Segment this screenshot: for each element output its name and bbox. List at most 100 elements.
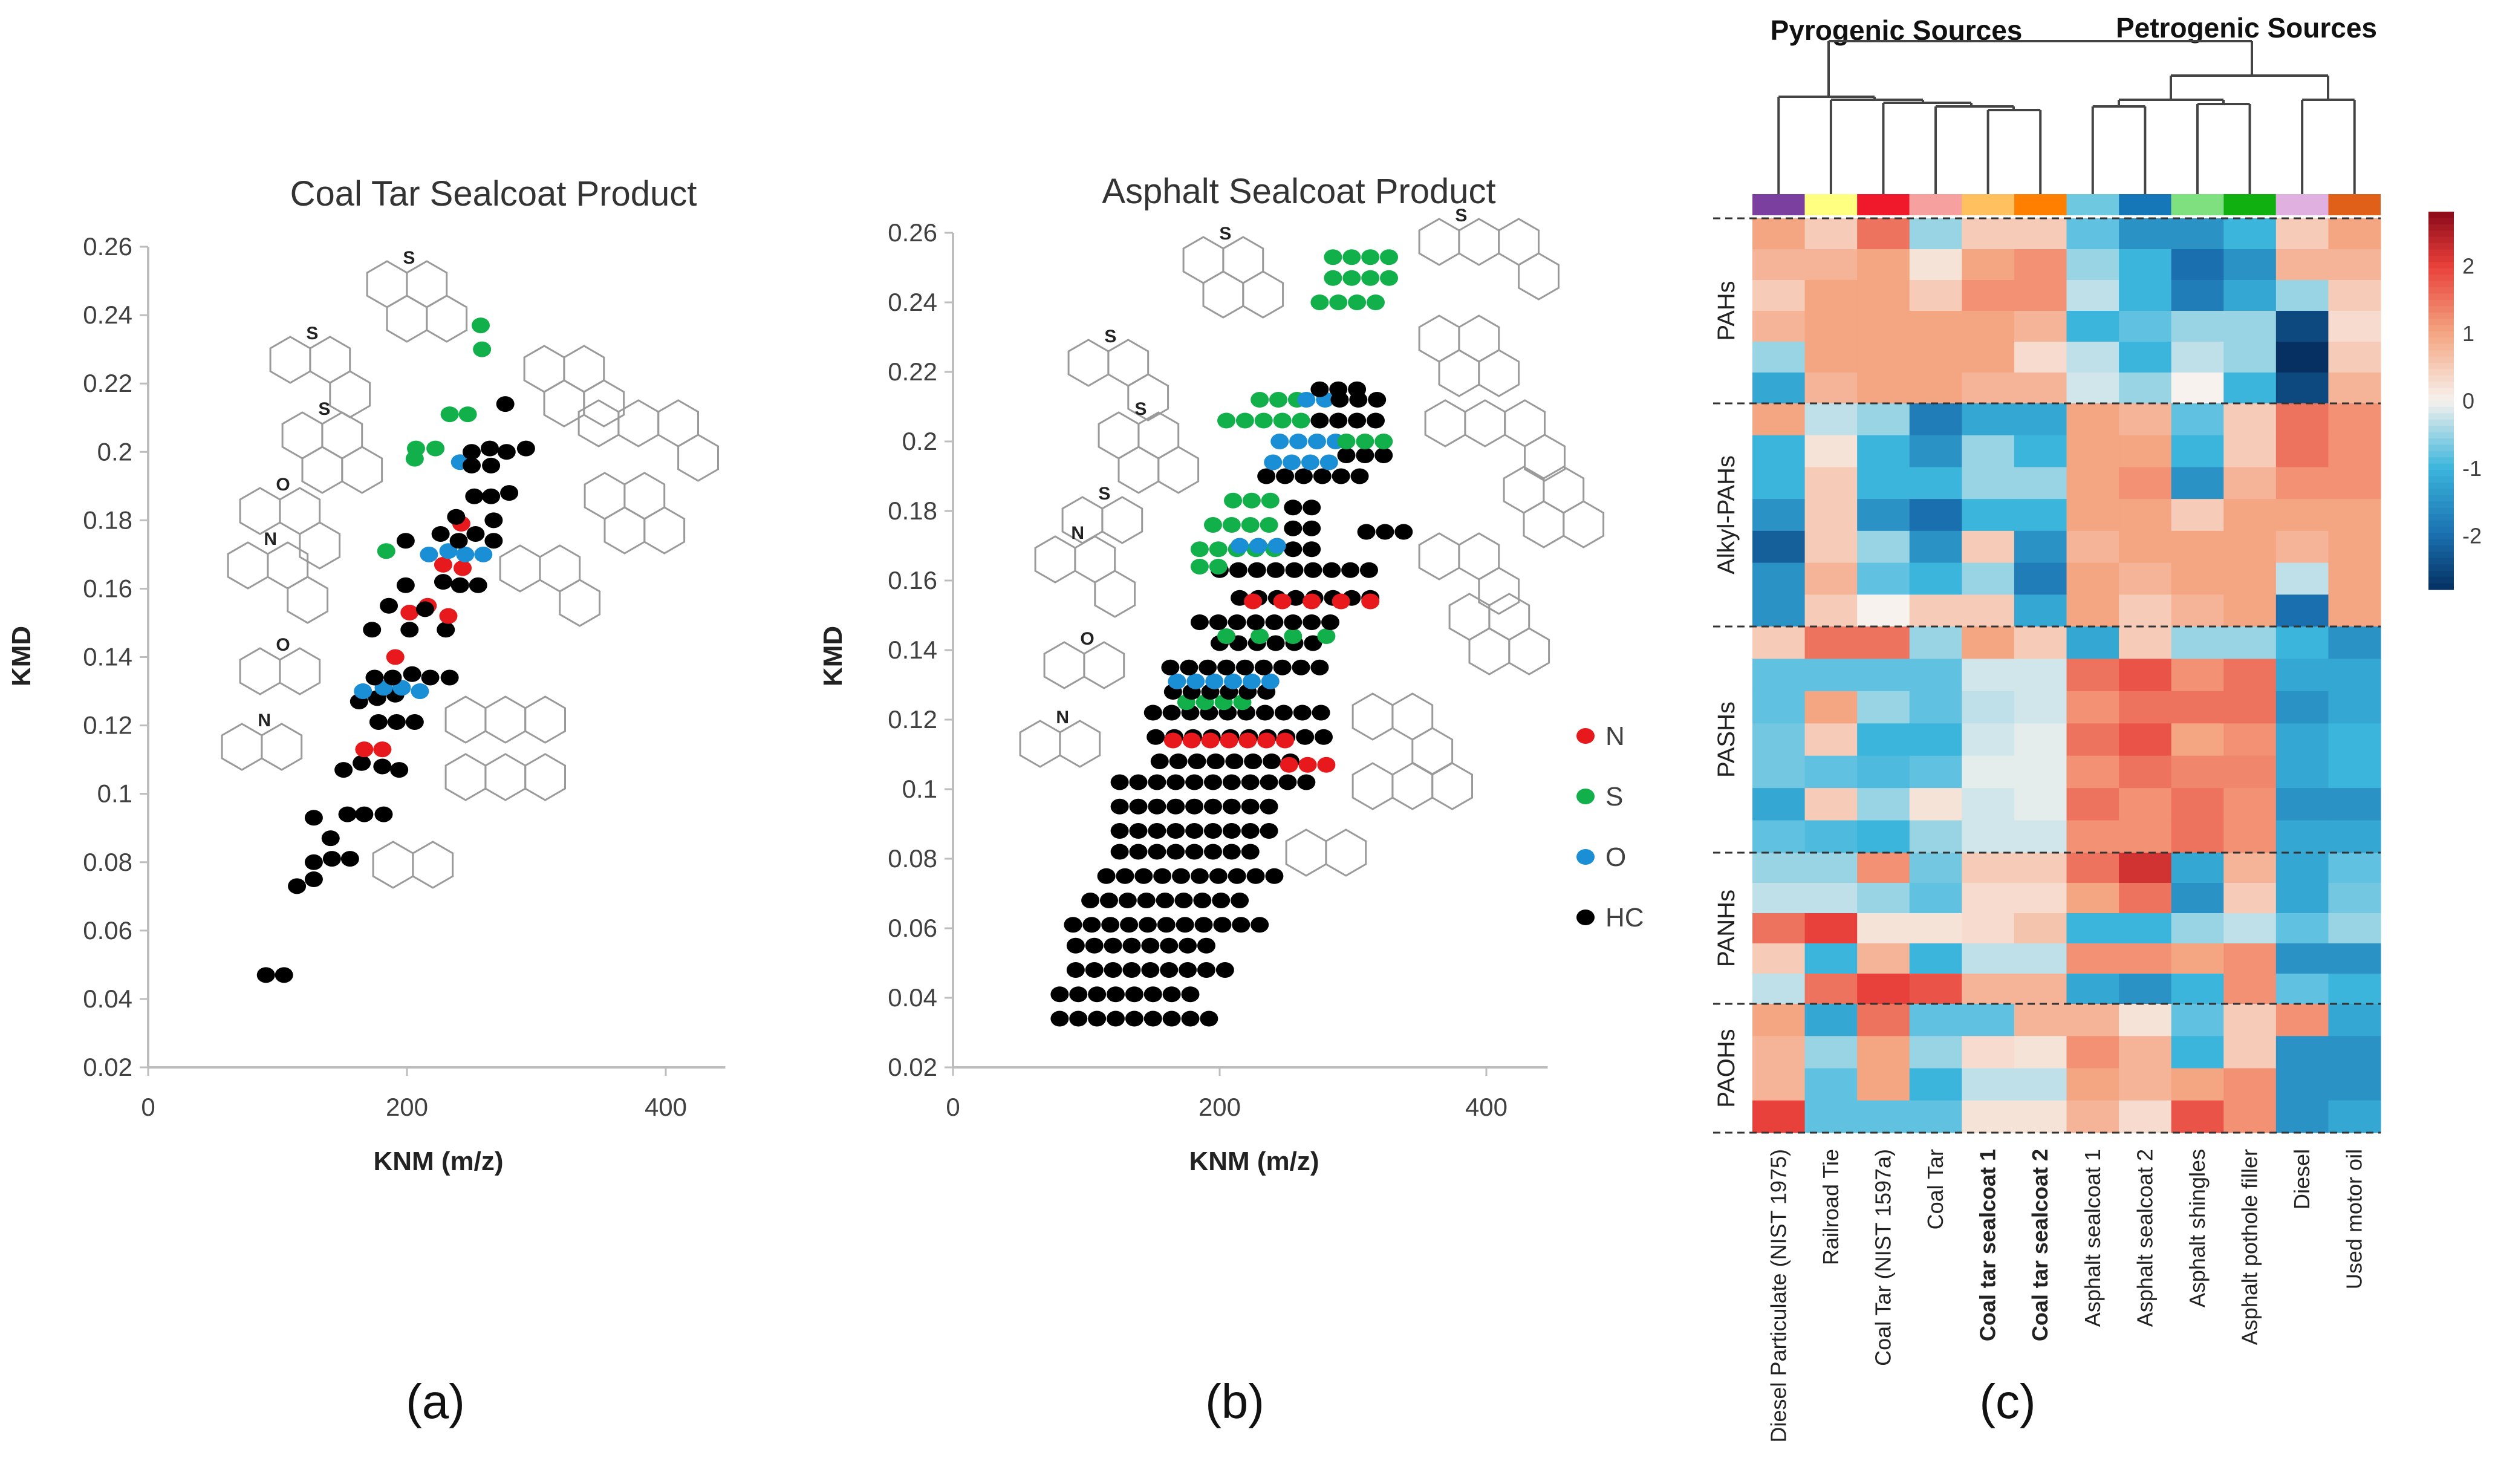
heatmap-cell [2223,530,2277,564]
heatmap-cell [1804,562,1858,595]
data-point-hc [1276,468,1295,484]
heatmap-cell [2014,691,2067,724]
molecule-ring [1543,466,1585,514]
data-point-hc [403,666,421,682]
data-point-hc [321,830,340,847]
molecule-structure [444,753,566,801]
heatmap-cell [2275,249,2329,281]
chart-title: Asphalt Sealcoat Product [1102,172,1495,211]
data-point-n [1220,732,1238,749]
data-point-hc [1266,635,1285,651]
data-point-hc [1341,562,1360,578]
y-tick-label: 0.18 [83,506,132,534]
heatmap-cell [2171,218,2224,250]
heatmap-cell [2275,530,2329,564]
molecule-ring [386,295,428,343]
data-point-hc [1190,614,1209,630]
data-point-s [471,317,490,334]
x-tick-label: 0 [946,1093,960,1121]
colorbar-tick-label: 0 [2462,389,2474,414]
heatmap-cell [2014,530,2067,564]
data-point-hc [469,577,487,593]
colorbar-segment [2428,299,2454,307]
colorbar-segment [2428,514,2454,521]
heatmap-cell [1752,467,1806,500]
heatmap-cell [2171,691,2224,724]
data-point-hc [387,714,406,730]
legend-label-o: O [1605,842,1626,872]
data-point-hc [1110,774,1129,790]
y-tick-label: 0.22 [83,369,132,397]
data-point-hc [1348,412,1367,429]
heatmap-cell [1962,659,2015,692]
data-point-hc [1064,917,1082,933]
heatmap-cell [2014,280,2067,311]
data-point-hc [1161,659,1180,675]
data-point-hc [390,762,409,778]
heatmap-cell [1752,311,1806,342]
heatmap-cell [1909,1004,1962,1037]
heatmap-cell [2171,1036,2224,1069]
data-point-hc [1097,868,1116,884]
heatmap-cell [2119,1100,2172,1133]
data-point-hc [1304,562,1322,578]
data-point-n [400,605,419,621]
heatmap-cell [1857,974,1910,1004]
heteroatom-label: S [403,248,415,268]
molecule-structure: S [1098,399,1200,494]
heatmap-cell [1909,499,1962,532]
molecule-ring [1478,349,1520,397]
y-tick-label: 0.06 [888,914,937,942]
data-point-n [1163,732,1182,749]
y-tick-label: 0.14 [888,636,937,664]
molecule-ring [1418,314,1460,363]
data-point-s [1310,295,1329,310]
row-group-label: PANHs [1713,890,1740,967]
heatmap-cell [1962,974,2015,1004]
data-point-hc [1209,614,1228,630]
heatmap-cell [2223,659,2277,692]
heatmap-cell [2328,342,2381,373]
data-point-hc [304,854,323,870]
heatmap-cell [2223,1004,2277,1037]
colorbar-segment [2428,343,2454,351]
y-tick-label: 0.24 [888,288,937,316]
heatmap-cell [2328,562,2381,595]
y-tick-label: 0.18 [888,496,937,525]
heatmap-cell [1962,373,2015,404]
molecule-ring [484,695,527,744]
heatmap-cell [1804,913,1858,944]
data-point-hc [1125,986,1143,1003]
heatmap-cell [2223,311,2277,342]
colorbar-segment [2428,577,2454,584]
heatmap-cell [1909,659,1962,692]
row-group-label: PAOHs [1713,1029,1740,1107]
heatmap-cell [2223,943,2277,974]
heatmap-cell [2066,1036,2119,1069]
heatmap-cell [1752,755,1806,789]
molecule-ring [1019,720,1061,768]
heatmap-cell [2014,1004,2067,1037]
heatmap-cell [2014,974,2067,1004]
data-point-hc [1284,541,1303,558]
data-point-s [1317,628,1336,644]
data-point-s [1361,249,1380,265]
colorbar-segment [2428,520,2454,527]
data-point-hc [1260,798,1278,815]
heatmap-cell [1752,1100,1806,1133]
heatmap-cell [2275,280,2329,311]
heatmap-cell [1909,467,1962,500]
y-tick-label: 0.1 [97,779,132,808]
data-point-hc [1122,962,1141,978]
data-point-hc [1137,893,1156,908]
heatmap-cell [1909,435,1962,467]
column-label: Coal tar sealcoat 2 [2028,1149,2052,1341]
data-point-hc [369,714,388,730]
heatmap-cell [2119,467,2172,500]
heatmap-cell [1857,403,1910,436]
heatmap-cell [2328,1004,2381,1037]
heatmap-cell [1962,311,2015,342]
colorbar-tick-label: 1 [2462,321,2474,346]
molecule-ring [1431,762,1473,810]
